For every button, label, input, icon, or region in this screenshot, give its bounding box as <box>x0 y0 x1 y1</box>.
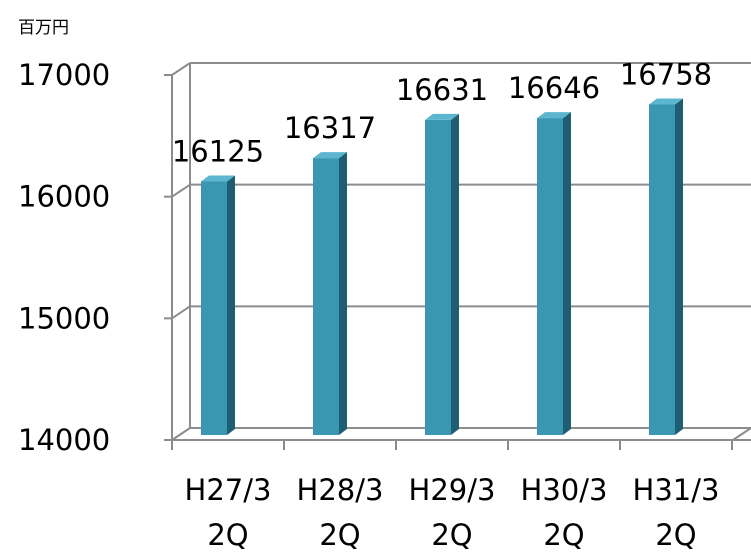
bar-top <box>425 113 459 120</box>
value-labels: 16125 16317 16631 16646 16758 <box>172 57 712 168</box>
bar <box>649 104 675 436</box>
chart-walls <box>171 63 751 441</box>
x-axis-tick-labels: H27/3 2Q H28/3 2Q H29/3 2Q H30/3 2Q H31/3 2Q <box>171 440 733 552</box>
y-tick-label: 14000 <box>18 423 110 457</box>
bar <box>201 181 227 435</box>
bar-side <box>227 175 235 436</box>
gridline-diagonal <box>171 427 191 441</box>
bar-side <box>451 113 459 436</box>
value-label: 16758 <box>620 57 712 91</box>
unit-label: 百万円 <box>18 18 69 38</box>
bar-top <box>649 98 683 105</box>
y-tick-label: 15000 <box>18 301 110 335</box>
x-tick-label: H30/3 <box>521 473 608 507</box>
gridline-diagonal <box>171 62 191 76</box>
y-tick-label: 16000 <box>18 180 110 214</box>
bar-side <box>339 152 347 435</box>
x-tick-label: 2Q <box>655 518 696 552</box>
x-tick-label: H27/3 <box>185 473 272 507</box>
value-label: 16317 <box>284 111 376 145</box>
x-tick-label: H29/3 <box>409 473 496 507</box>
x-tick-label: 2Q <box>543 518 584 552</box>
bar-side <box>563 112 571 435</box>
value-label: 16125 <box>172 134 264 168</box>
x-tick-label: 2Q <box>319 518 360 552</box>
bar <box>425 119 451 436</box>
bar <box>537 118 563 435</box>
bar <box>313 158 339 435</box>
bar-top <box>537 112 571 119</box>
x-tick-label: H31/3 <box>633 473 720 507</box>
floor-edge <box>732 427 751 441</box>
y-tick-label: 17000 <box>18 58 110 92</box>
value-label: 16646 <box>508 71 600 105</box>
x-tick-label: H28/3 <box>297 473 384 507</box>
bars <box>201 98 683 436</box>
bar-top <box>313 152 347 159</box>
bar-top <box>201 175 235 182</box>
x-tick-label: 2Q <box>431 518 472 552</box>
gridlines <box>164 62 751 441</box>
x-tick-label: 2Q <box>207 518 248 552</box>
bar-side <box>675 98 683 436</box>
y-axis-tick-labels: 14000 15000 16000 17000 <box>18 58 110 457</box>
gridline-diagonal <box>171 183 191 198</box>
value-label: 16631 <box>396 73 488 107</box>
gridline-diagonal <box>171 305 191 320</box>
